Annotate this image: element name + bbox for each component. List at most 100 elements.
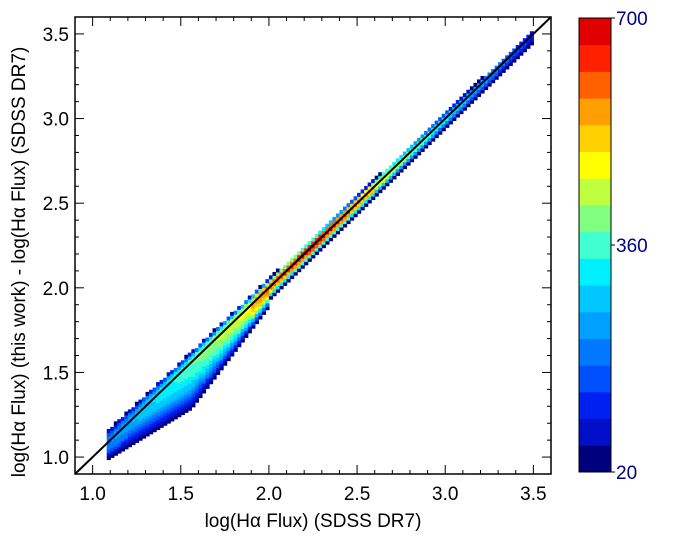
density-cell [314, 244, 319, 249]
density-cell [304, 244, 309, 249]
density-cell [216, 330, 221, 335]
density-cell [498, 68, 503, 73]
density-cell [212, 328, 217, 333]
density-cell [184, 381, 189, 386]
density-cell [163, 398, 168, 403]
density-cell [191, 379, 196, 384]
density-cell [230, 328, 235, 333]
density-cell [180, 370, 185, 375]
density-cell [244, 310, 249, 315]
density-cell [417, 151, 422, 156]
density-cell [339, 210, 344, 215]
density-cell [187, 389, 192, 394]
density-cell [216, 350, 221, 355]
density-cell [113, 434, 118, 439]
density-cell [350, 216, 355, 221]
density-cell [265, 282, 270, 287]
density-cell [110, 433, 115, 438]
density-cell [152, 418, 157, 423]
density-cell [279, 281, 284, 286]
density-cell [226, 333, 231, 338]
density-cell [149, 389, 154, 394]
density-cell [314, 251, 319, 255]
density-cell [473, 89, 478, 94]
density-cell [494, 72, 499, 77]
density-cell [378, 175, 383, 180]
density-cell [180, 380, 185, 385]
density-cell [138, 433, 143, 438]
density-cell [152, 421, 157, 426]
density-cell [223, 351, 228, 356]
density-cell [318, 247, 323, 252]
density-cell [258, 308, 263, 313]
density-cell [141, 410, 147, 415]
density-cell [163, 421, 168, 426]
density-cell [342, 216, 348, 221]
density-cell [413, 151, 418, 156]
density-cell [441, 127, 446, 132]
density-cell [212, 365, 217, 370]
density-cell [409, 158, 415, 163]
density-cell [244, 327, 249, 332]
density-cell [293, 271, 298, 276]
density-cell [166, 375, 171, 380]
density-cell [321, 237, 326, 242]
density-cell [251, 304, 256, 309]
density-cell [247, 298, 252, 303]
density-cell [138, 419, 143, 424]
density-cell [152, 404, 157, 409]
density-cell [402, 151, 408, 156]
density-cell [367, 185, 372, 190]
density-cell [212, 335, 217, 339]
density-cell [332, 216, 337, 221]
density-cell [134, 418, 140, 423]
density-cell [159, 403, 164, 408]
density-cell [205, 374, 210, 379]
density-cell [191, 372, 196, 377]
density-cell [170, 417, 175, 422]
density-cell [141, 407, 147, 412]
density-cell [254, 316, 259, 321]
density-cell [434, 120, 439, 125]
density-cell [194, 358, 200, 363]
density-cell [434, 134, 439, 139]
density-cell [462, 103, 467, 108]
density-cell [113, 445, 118, 450]
density-cell [240, 308, 245, 313]
density-cell [237, 306, 242, 310]
density-cell [223, 354, 228, 359]
density-cell [247, 312, 252, 317]
density-cell [438, 117, 443, 122]
density-cell [219, 366, 224, 371]
density-cell [173, 378, 178, 383]
density-cell [145, 415, 150, 420]
density-cell [159, 423, 164, 428]
density-cell [198, 363, 203, 368]
density-cell [198, 343, 203, 348]
density-cell [247, 302, 252, 307]
density-cell [300, 261, 305, 266]
density-cell [166, 409, 171, 414]
density-cell [187, 352, 192, 357]
density-cell [149, 426, 154, 431]
density-cell [201, 382, 207, 387]
density-cell [247, 305, 252, 310]
density-cell [208, 376, 214, 381]
density-cell [191, 400, 196, 404]
density-cell [371, 196, 376, 201]
density-cell [110, 430, 115, 435]
density-cell [328, 220, 333, 225]
density-cell [445, 110, 450, 115]
density-cell [233, 347, 238, 352]
density-cell [501, 58, 506, 63]
density-cell [124, 411, 129, 416]
density-cell [332, 230, 337, 235]
density-cell [357, 206, 362, 211]
density-cell [452, 103, 457, 108]
density-cell [212, 375, 217, 380]
density-cell [268, 278, 274, 283]
density-cell [134, 425, 140, 430]
density-cell [342, 209, 348, 214]
density-cell [272, 282, 277, 287]
colorbar-segment [579, 178, 611, 206]
